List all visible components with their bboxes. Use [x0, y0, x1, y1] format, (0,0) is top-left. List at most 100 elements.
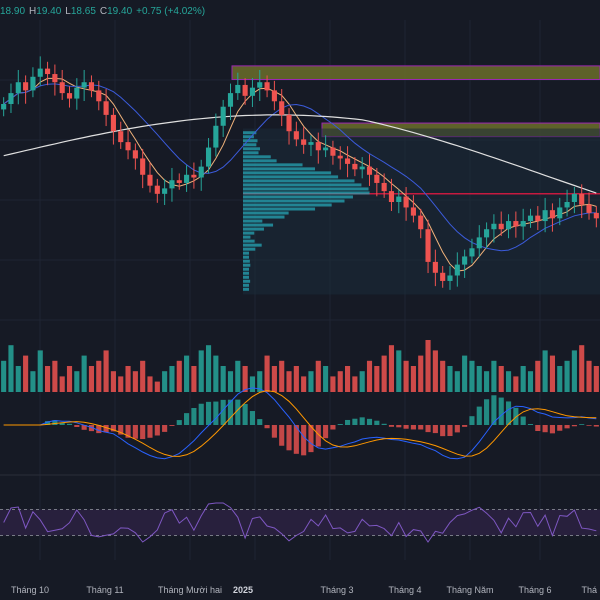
candle-body: [1, 104, 6, 109]
volume-profile-bar: [243, 248, 255, 251]
volume-bar: [30, 371, 35, 392]
candle-body: [543, 210, 548, 221]
volume-bar: [1, 361, 6, 392]
x-axis-label: Tháng 11: [86, 585, 123, 595]
volume-bar: [133, 371, 138, 392]
macd-histogram-bar: [104, 425, 109, 432]
volume-bar: [169, 366, 174, 392]
macd-histogram-bar: [389, 425, 394, 427]
macd-histogram-bar: [418, 425, 423, 429]
candle-body: [477, 237, 482, 248]
macd-histogram-bar: [579, 424, 584, 425]
candle-body: [140, 158, 145, 174]
volume-bar: [382, 356, 387, 392]
candle-body: [594, 213, 599, 218]
candle-body: [60, 82, 65, 93]
volume-bar: [38, 350, 43, 392]
macd-histogram-bar: [528, 424, 533, 425]
candle-body: [199, 167, 204, 178]
macd-histogram-bar: [147, 425, 152, 438]
volume-profile-bar: [243, 268, 249, 271]
candle-body: [557, 207, 562, 218]
candle-body: [330, 148, 335, 156]
volume-profile-bar: [243, 179, 354, 182]
volume-profile-bar: [243, 212, 289, 215]
candle-body: [286, 115, 291, 131]
volume-bar: [191, 366, 196, 392]
volume-bar: [82, 356, 87, 392]
candle-body: [294, 131, 299, 139]
macd-histogram-bar: [572, 425, 577, 426]
macd-histogram-bar: [440, 425, 445, 436]
volume-bar: [484, 371, 489, 392]
candle-body: [411, 207, 416, 215]
change-value: +0.75 (+4.02%): [136, 6, 205, 17]
candle-body: [586, 205, 591, 213]
x-axis-label: Thá: [581, 585, 597, 595]
volume-bar: [367, 361, 372, 392]
volume-bar: [411, 366, 416, 392]
candle-body: [462, 256, 467, 264]
volume-bar: [521, 366, 526, 392]
candle-body: [272, 90, 277, 101]
volume-bar: [96, 361, 101, 392]
candle-body: [550, 210, 555, 218]
volume-profile-bar: [243, 171, 331, 174]
volume-bar: [250, 376, 255, 392]
volume-bar: [477, 366, 482, 392]
x-axis-label: Tháng 4: [388, 585, 421, 595]
candle-body: [352, 164, 357, 169]
macd-histogram-bar: [586, 425, 591, 426]
candle-body: [38, 69, 43, 77]
volume-bar: [155, 382, 160, 392]
volume-bar: [8, 345, 13, 392]
macd-histogram-bar: [477, 407, 482, 425]
candle-body: [521, 221, 526, 226]
volume-bar: [543, 350, 548, 392]
macd-histogram-bar: [162, 425, 167, 432]
volume-bar: [177, 361, 182, 392]
candle-body: [257, 82, 262, 87]
volume-bar: [462, 356, 467, 392]
macd-histogram-bar: [521, 417, 526, 425]
volume-bar: [23, 356, 28, 392]
volume-bar: [374, 366, 379, 392]
volume-bar: [228, 371, 233, 392]
candle-body: [67, 93, 72, 98]
macd-histogram-bar: [367, 419, 372, 425]
macd-histogram-bar: [469, 416, 474, 425]
volume-bar: [513, 376, 518, 392]
volume-profile-bar: [243, 272, 249, 275]
volume-bar: [352, 376, 357, 392]
volume-profile-bar: [243, 187, 369, 190]
macd-histogram-bar: [140, 425, 145, 439]
candle-body: [345, 158, 350, 163]
macd-histogram-bar: [382, 424, 387, 425]
open-value: 18.90: [0, 6, 25, 17]
candle-body: [169, 180, 174, 188]
volume-profile-bar: [243, 228, 264, 231]
volume-profile-bar: [243, 147, 260, 150]
volume-profile-bar: [243, 216, 285, 219]
rsi-pane: [0, 503, 600, 542]
candle-body: [221, 107, 226, 126]
candle-body: [418, 216, 423, 230]
macd-histogram-bar: [155, 425, 160, 435]
volume-profile-bar: [243, 163, 303, 166]
macd-histogram-bar: [345, 420, 350, 425]
macd-histogram-bar: [206, 402, 211, 425]
volume-bar: [45, 366, 50, 392]
macd-histogram-bar: [535, 425, 540, 431]
candle-body: [243, 85, 248, 96]
candle-body: [440, 273, 445, 281]
volume-bar: [118, 376, 123, 392]
volume-profile-bar: [243, 175, 338, 178]
macd-histogram-bar: [462, 425, 467, 427]
ohlc-legend: 18.90 H19.40 L18.65 C19.40 +0.75 (+4.02%): [0, 6, 209, 17]
macd-histogram-bar: [594, 425, 599, 427]
volume-bar: [594, 366, 599, 392]
volume-bar: [147, 376, 152, 392]
volume-bar: [418, 356, 423, 392]
macd-histogram-bar: [74, 425, 79, 427]
